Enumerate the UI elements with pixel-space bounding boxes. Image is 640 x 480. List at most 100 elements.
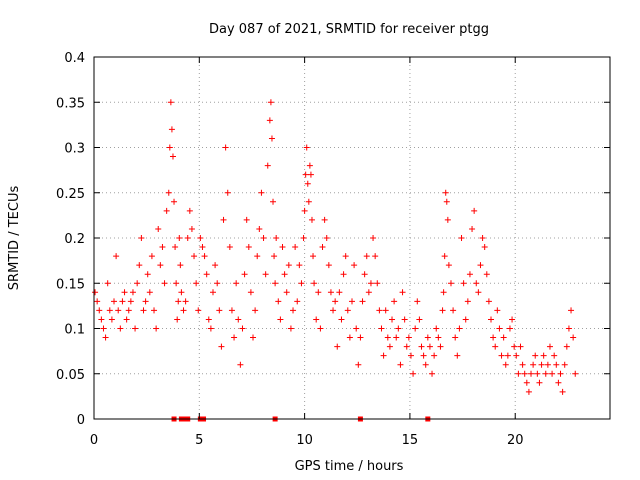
- data-point: [502, 361, 509, 368]
- data-point: [496, 325, 503, 332]
- data-point: [182, 298, 189, 305]
- x-tick-label: 5: [195, 433, 203, 448]
- data-point: [165, 189, 172, 196]
- data-point: [568, 307, 575, 314]
- data-point: [298, 280, 305, 287]
- data-point: [412, 325, 419, 332]
- data-point: [494, 307, 501, 314]
- data-point: [561, 361, 568, 368]
- data-point: [332, 298, 339, 305]
- data-point: [166, 144, 173, 151]
- data-point: [303, 144, 310, 151]
- data-point: [431, 352, 438, 359]
- data-point: [125, 307, 132, 314]
- x-tick-label: 15: [402, 433, 419, 448]
- data-point: [504, 352, 511, 359]
- data-point: [555, 379, 562, 386]
- data-point: [380, 352, 387, 359]
- data-point: [441, 253, 448, 260]
- data-point: [395, 325, 402, 332]
- data-point: [233, 280, 240, 287]
- data-point: [483, 271, 490, 278]
- data-point: [188, 225, 195, 232]
- data-point: [94, 298, 101, 305]
- data-point: [532, 352, 539, 359]
- data-point: [272, 280, 279, 287]
- data-point: [500, 334, 507, 341]
- chart-title: Day 087 of 2021, SRMTID for receiver ptg…: [209, 22, 489, 37]
- data-point: [466, 271, 473, 278]
- data-point: [169, 153, 176, 160]
- data-point: [247, 289, 254, 296]
- data-point: [271, 253, 278, 260]
- data-point: [163, 207, 170, 214]
- data-point: [275, 298, 282, 305]
- data-point: [207, 325, 214, 332]
- data-point: [355, 361, 362, 368]
- data-point: [481, 244, 488, 251]
- y-tick-label: 0.1: [64, 323, 85, 338]
- data-point: [157, 262, 164, 269]
- data-point: [138, 235, 145, 241]
- data-point: [186, 207, 193, 214]
- data-point: [544, 361, 551, 368]
- data-point: [363, 253, 370, 260]
- data-point: [308, 216, 315, 223]
- y-axis-label: SRMTID / TECUs: [7, 186, 22, 291]
- data-point: [307, 171, 314, 178]
- data-point: [111, 298, 118, 305]
- data-point: [319, 244, 326, 251]
- data-point: [252, 307, 259, 314]
- data-point: [528, 370, 535, 377]
- data-point: [342, 253, 349, 260]
- data-point: [193, 280, 200, 287]
- data-point: [98, 316, 105, 323]
- y-tick-label: 0.2: [64, 232, 85, 247]
- data-point: [115, 307, 122, 314]
- data-point: [260, 235, 267, 241]
- data-point: [127, 298, 134, 305]
- data-point: [212, 262, 219, 269]
- data-point: [205, 316, 212, 323]
- data-point: [100, 325, 107, 332]
- data-point: [177, 262, 184, 269]
- data-point: [469, 225, 476, 232]
- data-point: [521, 370, 528, 377]
- data-point: [572, 370, 579, 377]
- data-point: [172, 244, 179, 251]
- y-tick-label: 0.05: [56, 368, 85, 383]
- data-point: [176, 235, 183, 241]
- data-point: [241, 271, 248, 278]
- x-tick-label: 10: [296, 433, 313, 448]
- data-point: [203, 271, 210, 278]
- data-point: [447, 280, 454, 287]
- data-point: [551, 352, 558, 359]
- data-point: [435, 334, 442, 341]
- data-point: [237, 361, 244, 368]
- data-point: [129, 289, 136, 296]
- data-point: [563, 343, 570, 350]
- y-tick-labels: 0 0.05 0.1 0.15 0.2 0.25 0.3 0.35 0.4: [56, 51, 85, 428]
- data-point: [311, 280, 318, 287]
- data-point: [443, 198, 450, 205]
- data-point: [464, 298, 471, 305]
- data-point: [106, 307, 113, 314]
- data-point: [391, 298, 398, 305]
- data-points: [92, 99, 579, 395]
- data-point: [327, 289, 334, 296]
- data-point: [450, 307, 457, 314]
- data-point: [525, 388, 532, 395]
- axis-ticks: [93, 56, 610, 420]
- data-point: [283, 289, 290, 296]
- data-point: [536, 379, 543, 386]
- data-point: [104, 280, 111, 287]
- data-point: [498, 352, 505, 359]
- data-point: [254, 253, 261, 260]
- data-point: [523, 379, 530, 386]
- data-point: [148, 253, 155, 260]
- data-point: [420, 352, 427, 359]
- data-point: [538, 361, 545, 368]
- data-point: [113, 253, 120, 260]
- y-tick-label: 0: [77, 413, 85, 428]
